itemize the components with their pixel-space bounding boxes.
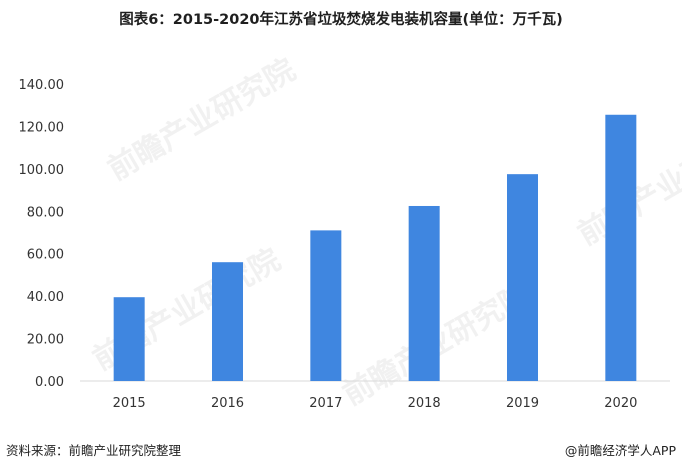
x-tick-label: 2020 bbox=[604, 396, 637, 411]
bar-2017 bbox=[310, 230, 342, 381]
chart-title: 图表6：2015-2020年江苏省垃圾焚烧发电装机容量(单位：万千瓦) bbox=[119, 12, 563, 28]
y-tick-label: 140.00 bbox=[19, 78, 65, 93]
bar-2020 bbox=[605, 114, 637, 381]
y-tick-label: 20.00 bbox=[27, 333, 64, 348]
y-tick-label: 60.00 bbox=[27, 248, 64, 263]
bar-2018 bbox=[408, 205, 440, 381]
x-tick-label: 2015 bbox=[113, 396, 146, 411]
y-tick-label: 120.00 bbox=[19, 120, 65, 135]
bar-2015 bbox=[113, 297, 145, 381]
bar-2016 bbox=[212, 262, 243, 381]
x-tick-label: 2019 bbox=[506, 396, 539, 411]
bar-chart: 0.00 20.00 40.00 60.00 80.00 100.00 120.00 140.… bbox=[19, 78, 670, 411]
y-tick-label: 80.00 bbox=[27, 205, 64, 220]
x-tick-label: 2016 bbox=[211, 396, 244, 411]
y-tick-label: 100.00 bbox=[19, 163, 65, 178]
y-tick-label: 0.00 bbox=[35, 375, 64, 390]
credit-note: @前瞻经济学人APP bbox=[564, 443, 676, 458]
bar-2019 bbox=[507, 174, 538, 381]
x-tick-label: 2018 bbox=[408, 396, 441, 411]
source-note: 资料来源：前瞻产业研究院整理 bbox=[6, 443, 182, 458]
x-tick-label: 2017 bbox=[309, 396, 342, 411]
y-tick-label: 40.00 bbox=[27, 290, 64, 305]
